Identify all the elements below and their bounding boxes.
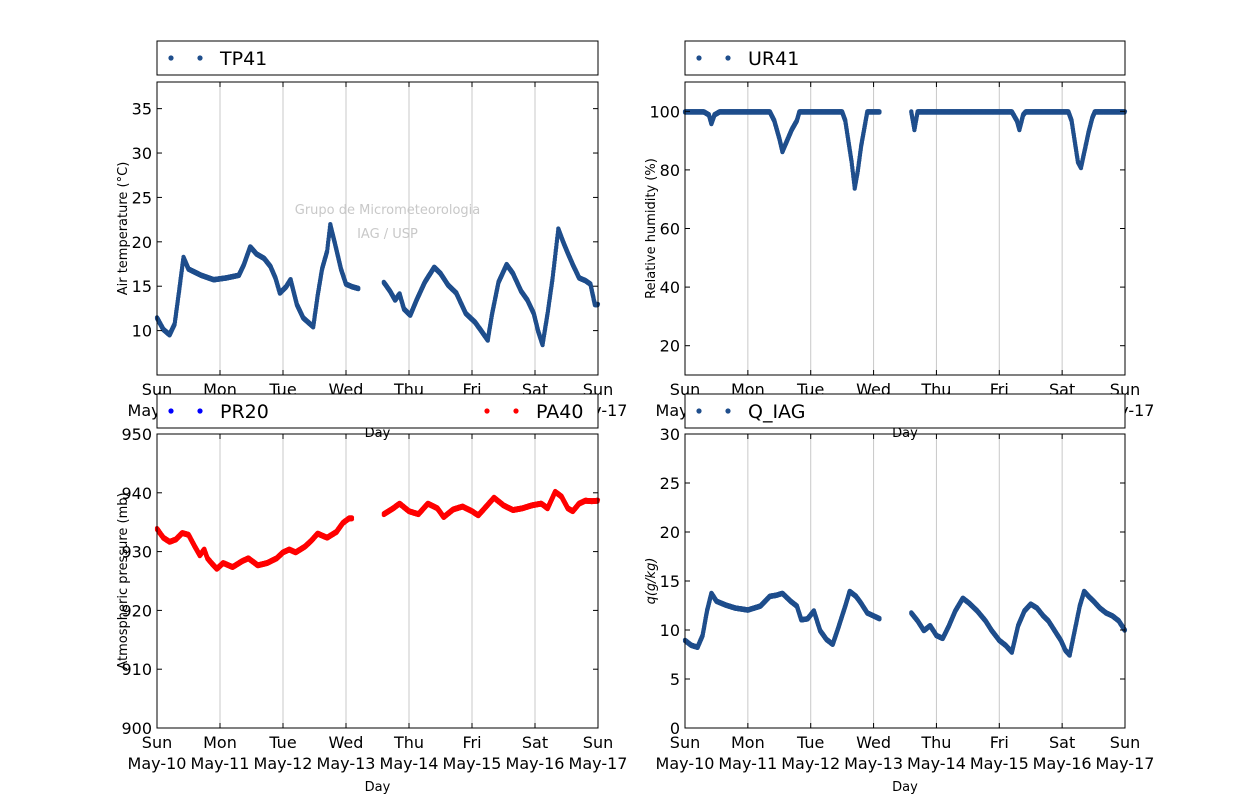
- series-TP41: [154, 222, 601, 348]
- chart-panel-1: Grupo de Micrometeorologia IAG / USP 10 15 2…: [116, 81, 613, 441]
- watermark-line-2: IAG / USP: [357, 227, 418, 242]
- data-point: [877, 110, 882, 115]
- y-tick-label: 35: [132, 100, 152, 119]
- y-tick-label: 20: [660, 337, 680, 356]
- y-tick-label: 30: [132, 144, 152, 163]
- y-axis-label: Air temperature (°C): [116, 162, 131, 296]
- y-tick-label: 15: [132, 277, 152, 296]
- watermark-line-1: Grupo de Micrometeorologia: [295, 203, 481, 218]
- data-point: [356, 287, 361, 292]
- y-tick-label: 80: [660, 161, 680, 180]
- y-tick-label: 25: [132, 188, 152, 207]
- y-tick-label: 40: [660, 278, 680, 297]
- y-axis-label: Relative humidity (%): [644, 158, 659, 299]
- y-tick-label: 20: [132, 233, 152, 252]
- y-tick-label: 10: [132, 322, 152, 341]
- y-tick-label: 60: [660, 220, 680, 239]
- y-tick-label: 100: [649, 102, 680, 121]
